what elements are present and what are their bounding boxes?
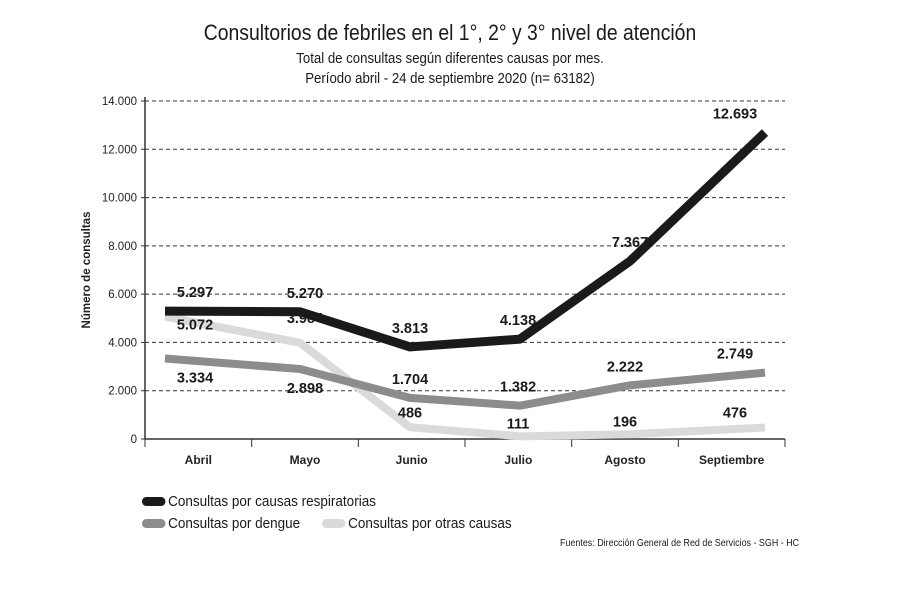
chart-subtitle-2: Período abril - 24 de septiembre 2020 (n…	[305, 70, 595, 87]
y-tick-label: 14.000	[102, 96, 137, 108]
x-tick-label: Junio	[396, 453, 428, 467]
y-tick-label: 10.000	[102, 193, 137, 205]
y-tick-label: 12.000	[102, 144, 137, 156]
data-label: 5.270	[287, 286, 323, 302]
legend-label: Consultas por otras causas	[348, 515, 512, 532]
data-label: 2.898	[287, 381, 323, 397]
legend-item-dengue: Consultas por dengue	[142, 515, 300, 532]
x-tick-label: Mayo	[290, 453, 321, 467]
data-label: 2.749	[717, 347, 753, 363]
legend-item-otras: Consultas por otras causas	[322, 515, 512, 532]
legend-label: Consultas por causas respiratorias	[168, 493, 376, 510]
data-label: 1.704	[392, 372, 428, 388]
data-label: 1.382	[500, 380, 536, 396]
chart-subtitle-1: Total de consultas según diferentes caus…	[296, 50, 604, 67]
data-label: 3.984	[287, 311, 323, 327]
x-tick-label: Septiembre	[699, 453, 765, 467]
x-tick-label: Julio	[504, 453, 532, 467]
data-label: 111	[507, 416, 530, 432]
series-line-1	[164, 354, 766, 410]
data-label: 5.297	[177, 285, 213, 301]
y-tick-label: 2.000	[108, 386, 137, 398]
x-tick-label: Abril	[185, 453, 212, 467]
x-tick-label: Agosto	[604, 453, 645, 467]
data-label: 3.813	[392, 321, 428, 337]
legend-item-respiratorias: Consultas por causas respiratorias	[142, 493, 376, 510]
y-tick-label: 4.000	[108, 337, 137, 349]
data-label: 7.367	[612, 235, 648, 251]
legend-swatch-icon	[142, 497, 166, 506]
data-label: 4.138	[500, 313, 536, 329]
y-axis-label: Número de consultas	[81, 212, 93, 329]
series-line-0	[164, 129, 769, 352]
data-label: 486	[398, 405, 422, 421]
y-tick-label: 8.000	[108, 241, 137, 253]
y-tick-label: 6.000	[108, 289, 137, 301]
legend-swatch-icon	[142, 519, 166, 528]
series-line-2	[164, 312, 766, 441]
data-label: 3.334	[177, 371, 213, 387]
data-label: 12.693	[713, 107, 757, 123]
data-label: 2.222	[607, 359, 643, 375]
legend-swatch-icon	[322, 519, 346, 528]
legend-label: Consultas por dengue	[168, 515, 301, 532]
y-tick-label: 0	[131, 434, 137, 446]
data-label: 5.072	[177, 318, 213, 334]
data-label: 196	[613, 414, 637, 430]
data-label: 476	[723, 406, 747, 422]
chart-title: Consultorios de febriles en el 1°, 2° y …	[203, 20, 697, 45]
source-note: Fuentes: Dirección General de Red de Ser…	[560, 537, 800, 549]
